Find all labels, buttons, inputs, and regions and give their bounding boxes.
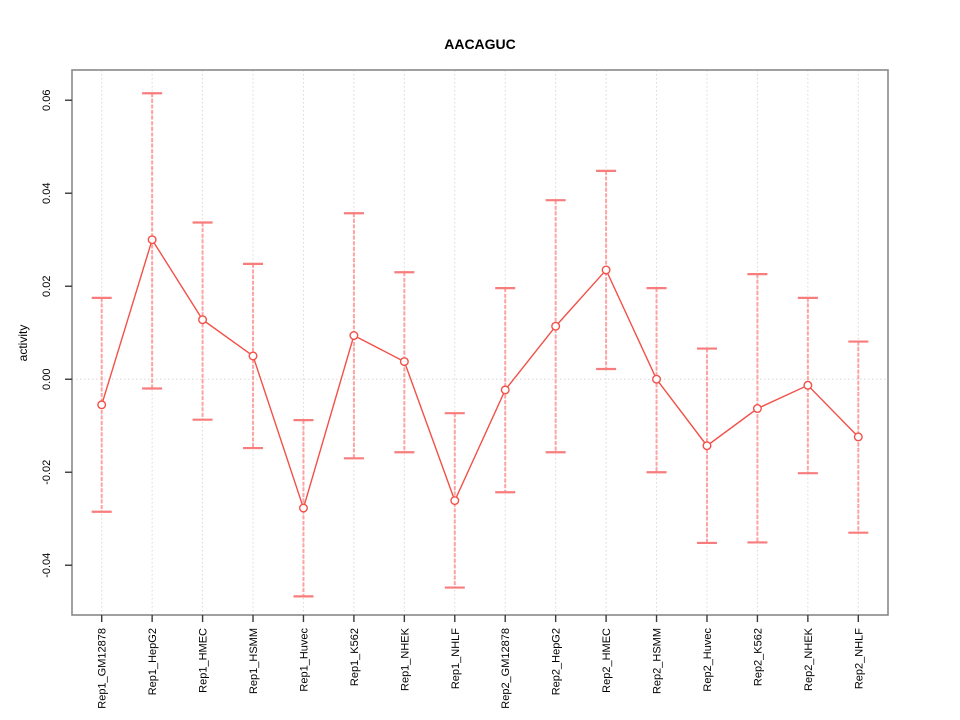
x-tick-label: Rep2_HSMM xyxy=(652,628,664,694)
data-point-marker xyxy=(399,357,409,367)
x-tick-label: Rep1_NHLF xyxy=(450,628,462,689)
y-axis-label: activity xyxy=(16,325,30,362)
x-tick-label: Rep1_HSMM xyxy=(248,628,260,694)
x-tick-label: Rep2_GM12878 xyxy=(500,628,512,709)
series-layer xyxy=(97,235,863,513)
y-tick-label: 0.02 xyxy=(41,276,53,297)
data-point-marker xyxy=(803,380,813,390)
x-tick-label: Rep1_Huvec xyxy=(298,628,310,692)
data-point-marker xyxy=(450,496,460,506)
data-point-marker xyxy=(500,385,510,395)
series-line xyxy=(101,238,859,511)
data-point-marker xyxy=(853,432,863,442)
data-point-marker xyxy=(752,404,762,414)
data-point-marker xyxy=(652,374,662,384)
x-tick-label: Rep1_GM12878 xyxy=(97,628,109,709)
x-tick-label: Rep2_Huvec xyxy=(702,628,714,692)
chart-title: AACAGUC xyxy=(444,36,516,52)
x-tick-label: Rep2_NHLF xyxy=(853,628,865,689)
grid-layer xyxy=(72,70,888,615)
y-tick-label: -0.04 xyxy=(41,553,53,578)
error-bar-layer xyxy=(91,92,869,598)
y-tick-label: 0.06 xyxy=(41,90,53,111)
data-point-marker xyxy=(298,503,308,513)
x-tick-label: Rep2_HepG2 xyxy=(551,628,563,695)
x-tick-label: Rep1_HMEC xyxy=(198,628,210,693)
data-point-marker xyxy=(248,351,258,361)
error-bar xyxy=(343,212,364,460)
y-tick-label: -0.02 xyxy=(41,460,53,485)
x-tick-label: Rep2_HMEC xyxy=(601,628,613,693)
data-point-marker xyxy=(349,331,359,341)
error-bar xyxy=(293,419,314,598)
x-tick-label: Rep1_HepG2 xyxy=(147,628,159,695)
x-tick-label: Rep1_NHEK xyxy=(399,627,411,691)
data-point-marker xyxy=(601,265,611,275)
data-point-marker xyxy=(147,235,157,245)
x-tick-label: Rep2_NHEK xyxy=(803,627,815,691)
x-tick-label: Rep2_K562 xyxy=(752,628,764,686)
data-point-marker xyxy=(198,315,208,325)
plot-frame xyxy=(71,69,889,616)
data-point-marker xyxy=(702,441,712,451)
y-tick-label: 0.00 xyxy=(41,369,53,390)
axis-layer: -0.04 -0.02 0.00 0.02 0.04 0.06 Rep1_GM12878 Re… xyxy=(41,69,889,709)
data-point-marker xyxy=(551,321,561,331)
y-tick-label: 0.04 xyxy=(41,183,53,204)
x-tick-label: Rep1_K562 xyxy=(349,628,361,686)
error-bar xyxy=(747,273,768,544)
data-point-marker xyxy=(97,400,107,410)
